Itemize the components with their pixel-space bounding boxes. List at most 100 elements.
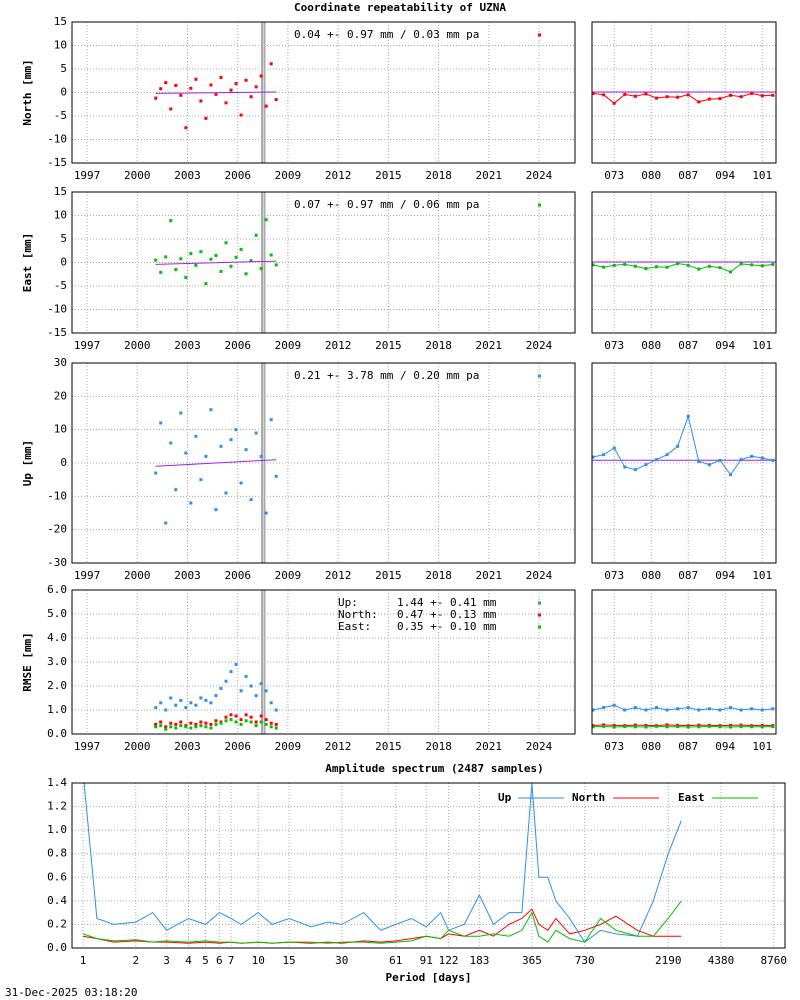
data-point bbox=[154, 258, 158, 262]
data-point bbox=[244, 272, 248, 276]
plot-content bbox=[592, 91, 776, 105]
data-point bbox=[676, 725, 680, 729]
data-point bbox=[184, 706, 188, 710]
data-point bbox=[644, 723, 648, 727]
chart-title: Amplitude spectrum (2487 samples) bbox=[325, 762, 544, 775]
plot-content bbox=[592, 414, 776, 477]
x-tick-label: 2003 bbox=[174, 339, 201, 352]
data-point bbox=[686, 414, 690, 418]
y-tick-label: 4.0 bbox=[47, 631, 67, 644]
x-tick-label: 2006 bbox=[224, 169, 251, 182]
y-tick-label: 10 bbox=[54, 423, 67, 436]
x-tick-label: 2015 bbox=[375, 169, 402, 182]
x-tick-label: 080 bbox=[641, 339, 661, 352]
data-point bbox=[592, 708, 595, 712]
plot-area bbox=[72, 363, 575, 563]
x-tick-label: 2012 bbox=[325, 569, 352, 582]
data-point bbox=[707, 724, 711, 728]
x-tick-label: 1 bbox=[80, 954, 87, 967]
data-point bbox=[229, 264, 233, 268]
data-point bbox=[718, 97, 722, 101]
data-point bbox=[159, 270, 163, 274]
data-point bbox=[697, 267, 701, 271]
data-point bbox=[174, 83, 178, 87]
x-tick-label: 1997 bbox=[74, 569, 101, 582]
data-point bbox=[269, 721, 273, 725]
plot-frame bbox=[591, 362, 777, 564]
data-point bbox=[623, 262, 627, 266]
y-tick-label: -30 bbox=[47, 556, 67, 569]
y-tick-label: 0 bbox=[60, 86, 67, 99]
legend-marker bbox=[538, 601, 541, 605]
plot-frame bbox=[591, 191, 777, 334]
data-point bbox=[254, 431, 258, 435]
data-point bbox=[239, 247, 243, 251]
legend-marker bbox=[538, 625, 541, 629]
y-tick-label: 1.4 bbox=[47, 776, 67, 789]
data-point bbox=[159, 87, 163, 91]
data-point bbox=[194, 703, 198, 707]
y-tick-label: 0.6 bbox=[47, 870, 67, 883]
data-point bbox=[623, 92, 627, 96]
data-point bbox=[602, 453, 606, 457]
annotation: 0.07 +- 0.97 mm / 0.06 mm pa bbox=[294, 198, 479, 211]
data-point bbox=[249, 95, 253, 99]
data-point bbox=[274, 722, 278, 726]
x-tick-label: 094 bbox=[715, 569, 735, 582]
x-tick-label: 183 bbox=[469, 954, 489, 967]
x-tick-label: 2021 bbox=[476, 169, 503, 182]
x-axis-label: Period [days] bbox=[385, 971, 471, 984]
y-tick-label: -10 bbox=[47, 489, 67, 502]
data-point bbox=[189, 726, 193, 730]
data-point bbox=[602, 724, 606, 728]
plot-frame bbox=[591, 589, 777, 735]
x-tick-label: 2012 bbox=[325, 740, 352, 753]
x-tick-label: 1997 bbox=[74, 740, 101, 753]
x-tick-label: 15 bbox=[282, 954, 295, 967]
y-tick-label: 0.0 bbox=[47, 727, 67, 740]
x-tick-label: 101 bbox=[752, 569, 772, 582]
x-tick-label: 094 bbox=[715, 740, 735, 753]
data-point bbox=[244, 713, 248, 717]
data-point bbox=[644, 708, 648, 712]
y-tick-label: 5 bbox=[60, 232, 67, 245]
data-point bbox=[169, 107, 173, 111]
data-point bbox=[633, 264, 637, 268]
data-point bbox=[174, 703, 178, 707]
data-point bbox=[239, 113, 243, 117]
data-point bbox=[592, 725, 595, 729]
data-point bbox=[234, 720, 238, 724]
data-point bbox=[750, 725, 754, 729]
data-point bbox=[592, 91, 595, 95]
data-point bbox=[169, 725, 173, 729]
plot-frame bbox=[71, 21, 576, 164]
data-point bbox=[219, 444, 223, 448]
x-tick-label: 8760 bbox=[760, 954, 787, 967]
y-tick-label: 15 bbox=[54, 15, 67, 28]
data-point bbox=[633, 468, 637, 472]
data-point bbox=[259, 454, 263, 458]
data-point bbox=[159, 421, 163, 425]
data-point bbox=[729, 725, 733, 729]
data-point bbox=[159, 701, 163, 705]
y-axis-label: Up [mm] bbox=[21, 440, 34, 486]
data-point bbox=[771, 93, 775, 97]
data-point bbox=[229, 88, 233, 92]
y-tick-label: 2.0 bbox=[47, 679, 67, 692]
data-point bbox=[254, 233, 258, 237]
x-tick-label: 2190 bbox=[655, 954, 682, 967]
data-point bbox=[154, 722, 158, 726]
x-tick-label: 2018 bbox=[425, 169, 452, 182]
data-point bbox=[655, 724, 659, 728]
plot-content bbox=[592, 261, 776, 274]
y-tick-label: 5.0 bbox=[47, 607, 67, 620]
data-point bbox=[602, 265, 606, 269]
data-point bbox=[234, 82, 238, 86]
y-tick-label: 10 bbox=[54, 209, 67, 222]
data-point bbox=[729, 706, 733, 710]
legend-label: North bbox=[572, 791, 605, 804]
x-tick-label: 30 bbox=[335, 954, 348, 967]
y-axis-label: East [mm] bbox=[21, 233, 34, 293]
data-point bbox=[184, 276, 188, 280]
y-tick-label: -20 bbox=[47, 523, 67, 536]
